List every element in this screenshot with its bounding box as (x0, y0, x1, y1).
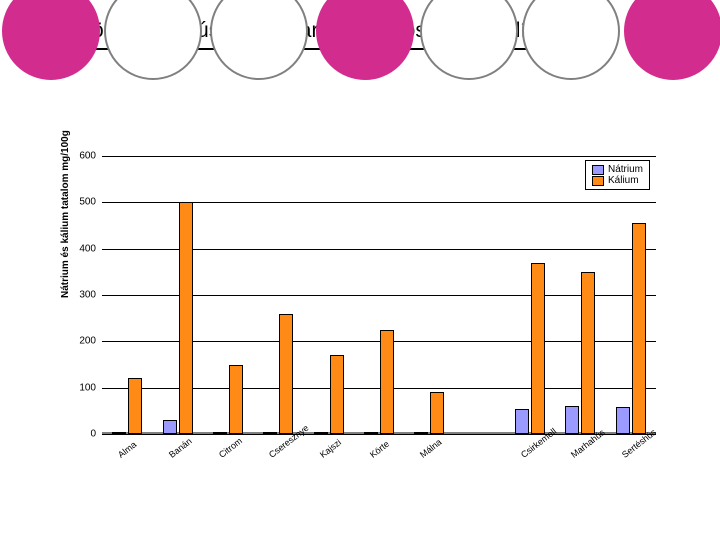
x-tick-label: Körte (368, 439, 391, 460)
x-tick-label: Citrom (217, 436, 244, 460)
y-tick-label: 500 (79, 197, 96, 208)
bar-kalium (229, 365, 243, 435)
bar-kalium (330, 355, 344, 434)
bar-natrium (414, 432, 428, 434)
bar-natrium (364, 432, 378, 434)
deco-circle (316, 0, 414, 80)
y-axis-title: Nátrium és kálium tatalom mg/100g (60, 130, 71, 298)
bar-natrium (163, 420, 177, 434)
x-tick-label: Málna (418, 437, 443, 460)
bar-natrium (515, 409, 529, 434)
bars-container (102, 156, 656, 434)
bar-kalium (632, 223, 646, 434)
bar-kalium (380, 330, 394, 434)
bar-natrium (112, 432, 126, 434)
deco-circle (624, 0, 720, 80)
bar-natrium (213, 432, 227, 434)
x-labels: AlmaBanánCitromCseresznyeKajsziKörteMáln… (102, 438, 656, 468)
chart: Nátrium és kálium tatalom mg/100g AlmaBa… (56, 148, 656, 478)
bar-kalium (531, 263, 545, 434)
bar-natrium (263, 432, 277, 434)
bar-kalium (179, 202, 193, 434)
y-tick-label: 400 (79, 243, 96, 254)
y-tick-label: 0 (90, 429, 96, 440)
x-tick-label: Banán (167, 436, 194, 460)
deco-circle (420, 0, 518, 80)
legend: Nátrium Kálium (585, 160, 650, 190)
y-tick-label: 200 (79, 336, 96, 347)
legend-swatch-kalium (592, 176, 604, 186)
deco-circle (2, 0, 100, 80)
bar-kalium (581, 272, 595, 434)
bar-kalium (430, 392, 444, 434)
bar-natrium (616, 407, 630, 434)
legend-item-natrium: Nátrium (592, 164, 643, 175)
legend-label-kalium: Kálium (608, 175, 639, 186)
x-tick-label: Alma (116, 439, 138, 460)
bar-kalium (128, 378, 142, 434)
bar-kalium (279, 314, 293, 434)
y-tick-label: 100 (79, 382, 96, 393)
y-tick-label: 300 (79, 290, 96, 301)
deco-circle (522, 0, 620, 80)
gridline (102, 434, 656, 435)
x-tick-label: Kajszi (318, 437, 343, 460)
deco-circle (104, 0, 202, 80)
legend-label-natrium: Nátrium (608, 164, 643, 175)
y-tick-label: 600 (79, 151, 96, 162)
legend-swatch-natrium (592, 165, 604, 175)
bar-natrium (314, 432, 328, 434)
bar-natrium (565, 406, 579, 434)
deco-circle (210, 0, 308, 80)
legend-item-kalium: Kálium (592, 175, 643, 186)
